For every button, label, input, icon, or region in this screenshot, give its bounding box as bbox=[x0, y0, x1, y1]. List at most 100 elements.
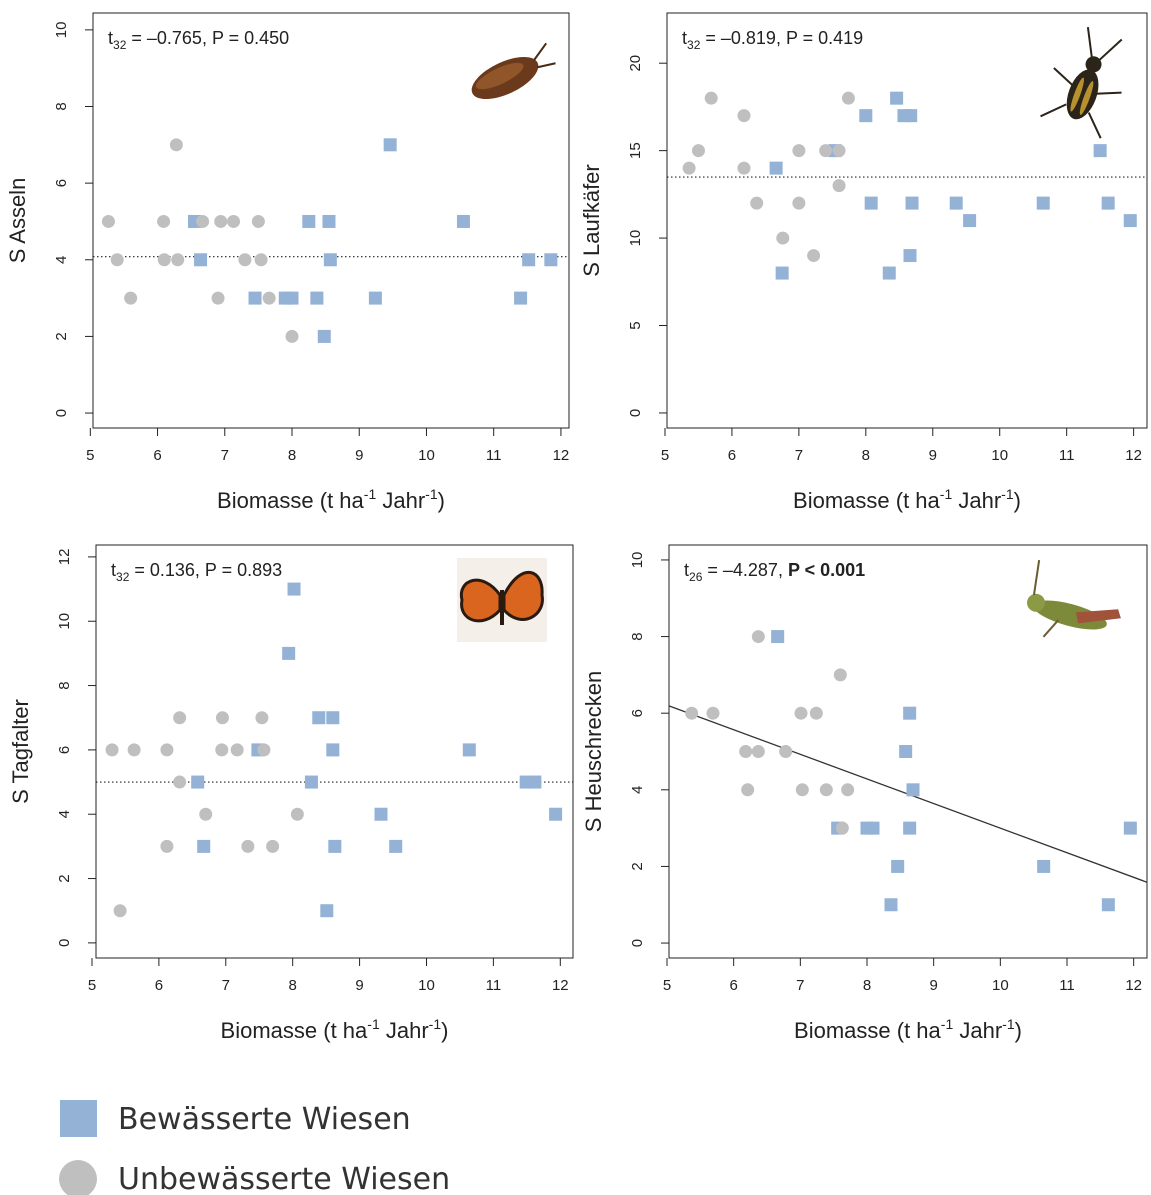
circle-marker bbox=[262, 291, 276, 305]
circle-marker bbox=[739, 745, 753, 758]
circle-marker bbox=[750, 196, 764, 210]
label-part: Jahr bbox=[953, 1018, 1002, 1043]
y-tick-label: 10 bbox=[629, 552, 646, 569]
label-part: Jahr bbox=[952, 488, 1001, 513]
label-part: Jahr bbox=[376, 488, 425, 513]
x-tick-label: 6 bbox=[729, 977, 737, 994]
stat-text: = –0.765, P = 0.450 bbox=[126, 28, 289, 48]
circle-marker bbox=[215, 711, 229, 725]
circle-marker bbox=[241, 839, 255, 853]
square-marker bbox=[904, 109, 918, 123]
square-marker bbox=[963, 214, 977, 228]
circle-marker bbox=[682, 161, 696, 175]
superscript: -1 bbox=[425, 486, 438, 502]
x-tick-label: 8 bbox=[289, 977, 297, 994]
circle-marker bbox=[737, 161, 751, 175]
circle-marker bbox=[832, 179, 846, 193]
x-tick-label: 7 bbox=[796, 977, 804, 994]
stat-df: 26 bbox=[689, 570, 703, 584]
x-tick-label: 12 bbox=[552, 977, 569, 994]
x-axis-label: Biomasse (t ha-1 Jahr-1) bbox=[794, 1016, 1022, 1043]
circle-marker bbox=[113, 904, 127, 918]
y-tick-label: 8 bbox=[56, 681, 73, 689]
circle-marker bbox=[691, 144, 705, 158]
superscript: -1 bbox=[367, 1016, 380, 1032]
circle-marker bbox=[832, 144, 846, 158]
y-tick-label: 15 bbox=[627, 142, 644, 159]
x-axis-label: Biomasse (t ha-1 Jahr-1) bbox=[793, 486, 1021, 513]
y-tick-label: 6 bbox=[56, 746, 73, 754]
x-tick-label: 12 bbox=[1125, 977, 1142, 994]
circle-marker bbox=[704, 91, 718, 105]
label-part: Biomasse (t ha bbox=[217, 488, 364, 513]
x-tick-label: 7 bbox=[222, 977, 230, 994]
square-marker bbox=[304, 775, 318, 789]
circle-marker bbox=[196, 214, 210, 228]
x-tick-label: 8 bbox=[288, 447, 296, 464]
circle-marker bbox=[779, 745, 793, 758]
y-tick-label: 0 bbox=[56, 939, 73, 947]
y-tick-label: 12 bbox=[56, 549, 73, 566]
y-tick-label: 6 bbox=[53, 179, 70, 187]
square-marker bbox=[514, 291, 528, 305]
square-marker bbox=[1101, 898, 1115, 912]
y-axis-label: S Tagfalter bbox=[8, 699, 33, 804]
legend-swatch bbox=[60, 1100, 97, 1137]
x-tick-label: 9 bbox=[929, 977, 937, 994]
square-marker bbox=[891, 859, 905, 873]
square-marker bbox=[462, 743, 476, 757]
circle-marker bbox=[841, 783, 855, 797]
circle-marker bbox=[255, 711, 269, 725]
plot-frame bbox=[95, 544, 574, 959]
superscript: -1 bbox=[1001, 486, 1014, 502]
y-tick-label: 0 bbox=[629, 939, 646, 947]
x-tick-label: 6 bbox=[155, 977, 163, 994]
y-tick-label: 5 bbox=[627, 321, 644, 329]
x-tick-label: 7 bbox=[221, 447, 229, 464]
square-marker bbox=[456, 214, 470, 228]
circle-marker bbox=[110, 253, 124, 267]
stat-annotation: t32 = –0.819, P = 0.419 bbox=[682, 28, 863, 52]
square-marker bbox=[323, 253, 337, 267]
square-marker bbox=[899, 745, 913, 758]
square-marker bbox=[248, 291, 262, 305]
circle-marker bbox=[257, 743, 271, 757]
x-tick-label: 5 bbox=[86, 447, 94, 464]
square-marker bbox=[312, 711, 326, 725]
circle-marker bbox=[251, 214, 265, 228]
stat-significant: P < 0.001 bbox=[788, 560, 865, 580]
circle-marker bbox=[807, 249, 821, 263]
square-marker bbox=[771, 630, 785, 644]
x-tick-label: 5 bbox=[663, 977, 671, 994]
square-marker bbox=[866, 821, 880, 835]
circle-marker bbox=[792, 196, 806, 210]
woodlouse-icon bbox=[471, 42, 556, 100]
label-part: Biomasse (t ha bbox=[794, 1018, 941, 1043]
stat-df: 32 bbox=[113, 38, 127, 52]
square-marker bbox=[905, 196, 919, 210]
square-marker bbox=[544, 253, 558, 267]
circle-marker bbox=[199, 807, 213, 821]
y-tick-label: 4 bbox=[53, 256, 70, 264]
x-tick-label: 8 bbox=[863, 977, 871, 994]
circle-marker bbox=[741, 783, 755, 797]
x-tick-label: 10 bbox=[991, 447, 1008, 464]
square-marker bbox=[317, 329, 331, 343]
square-marker bbox=[282, 646, 296, 660]
circle-marker bbox=[706, 706, 720, 720]
circle-marker bbox=[737, 109, 751, 123]
square-marker bbox=[374, 807, 388, 821]
label-part: Jahr bbox=[380, 1018, 429, 1043]
y-tick-label: 10 bbox=[56, 613, 73, 630]
circle-marker bbox=[171, 253, 185, 267]
square-marker bbox=[368, 291, 382, 305]
square-marker bbox=[1037, 859, 1051, 873]
square-marker bbox=[903, 706, 917, 720]
plot-frame bbox=[666, 12, 1148, 429]
stat-symbol: t bbox=[682, 28, 687, 48]
square-marker bbox=[302, 214, 316, 228]
label-part: ) bbox=[438, 488, 445, 513]
square-marker bbox=[285, 291, 299, 305]
